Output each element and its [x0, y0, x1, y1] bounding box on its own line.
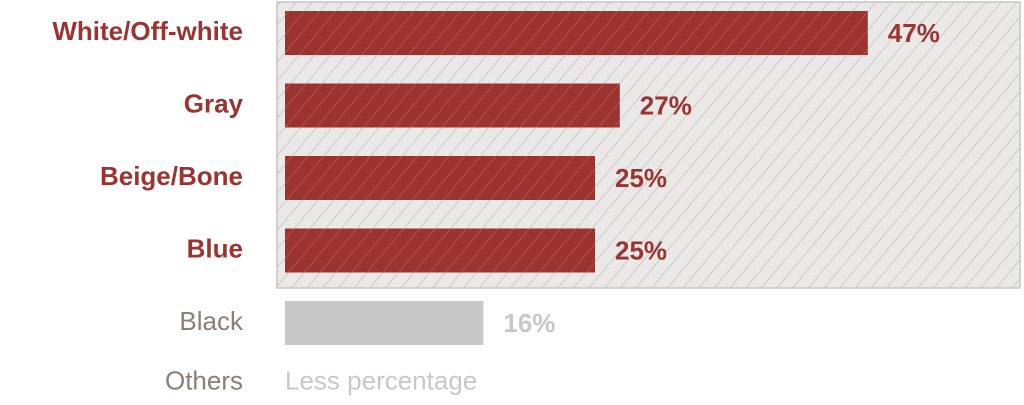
bar [285, 156, 595, 200]
category-label: Black [179, 306, 244, 336]
category-label: Blue [187, 233, 243, 263]
category-label: Gray [184, 88, 244, 118]
value-label: 25% [615, 163, 667, 193]
value-label: 47% [888, 18, 940, 48]
value-label: 16% [503, 308, 555, 338]
value-label: 27% [640, 90, 692, 120]
bar [285, 301, 484, 345]
value-label: 25% [615, 235, 667, 265]
annotation: Less percentage [285, 365, 477, 395]
category-label: Beige/Bone [100, 161, 243, 191]
bar [285, 11, 868, 55]
category-label: Others [165, 365, 243, 395]
category-label: White/Off-white [52, 16, 243, 46]
bar [285, 228, 595, 273]
bar [285, 83, 620, 128]
